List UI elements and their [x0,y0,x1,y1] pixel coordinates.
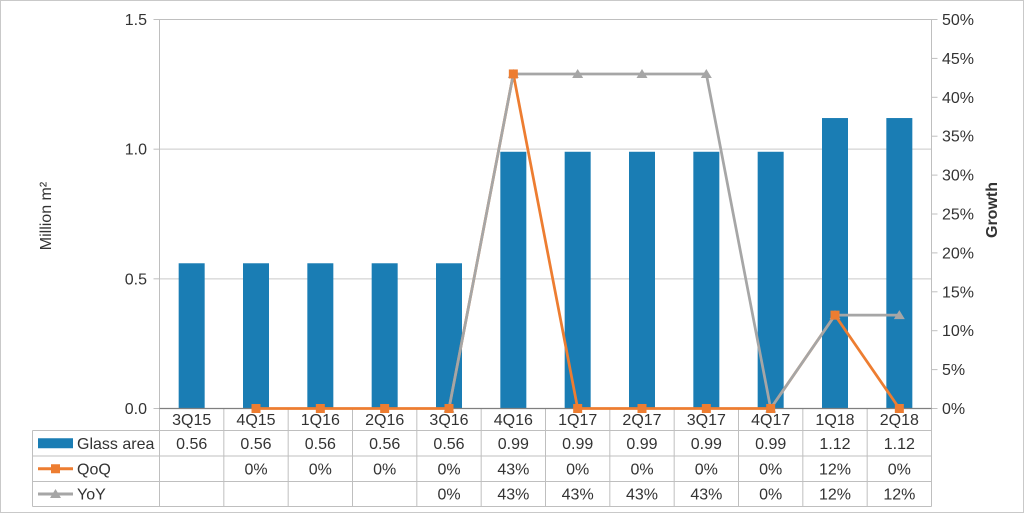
table-cell-value: 12% [883,487,915,504]
right-axis-label: 50% [942,12,974,29]
marker-square [701,404,711,413]
right-axis-label: 0% [942,401,965,418]
bar-2Q16 [371,263,398,409]
category-label: 2Q16 [365,412,404,429]
marker-square [444,404,454,413]
table-cell-value: 0% [888,461,911,478]
legend-label: QoQ [77,461,111,478]
marker-square [251,404,261,413]
category-label: 3Q16 [429,412,468,429]
table-cell-value: 1.12 [884,436,915,453]
table-cell-value: 0.99 [626,436,657,453]
bar-1Q16 [307,263,334,409]
category-label: 4Q15 [236,412,275,429]
table-cell-value: 0.56 [369,436,400,453]
bar-3Q15 [178,263,205,409]
table-cell-value: 0.99 [691,436,722,453]
bar-4Q17 [757,151,784,409]
bar-3Q16 [436,263,462,409]
left-axis-label: 0.5 [125,271,147,288]
marker-triangle [636,68,648,78]
category-label: 3Q15 [172,412,211,429]
bar-4Q16 [500,151,527,409]
table-cell-value: 43% [690,487,722,504]
bar-4Q15 [243,263,269,409]
table-cell-value: 0% [695,461,718,478]
category-label: 2Q17 [622,412,661,429]
table-cell-value: 0.56 [305,436,336,453]
marker-square [894,404,904,413]
left-axis-label: 1.5 [125,12,147,29]
marker-triangle [893,310,905,320]
category-label: 1Q16 [301,412,340,429]
marker-square [830,310,840,320]
table-cell-value: 0% [244,461,267,478]
table-cell-value: 0.99 [562,436,593,453]
table-cell-value: 0.99 [755,436,786,453]
table-cell-value: 43% [626,487,658,504]
table-cell-value: 12% [819,487,851,504]
marker-square [766,404,776,413]
line-yoy [447,72,900,410]
category-label: 2Q18 [880,412,919,429]
bar-1Q18 [822,118,848,409]
table-cell-value: 43% [497,487,529,504]
table-cell-value: 0.56 [176,436,207,453]
marker-triangle [700,68,712,78]
table-cell-value: 1.12 [819,436,850,453]
table-cell-value: 0% [566,461,589,478]
plot-border [159,19,932,409]
left-axis-label: 1.0 [125,142,147,159]
table-cell-value: 0.56 [433,436,464,453]
right-axis-label: 20% [942,245,974,262]
marker-square [380,404,390,413]
table-cell-value: 0% [309,461,332,478]
category-label: 1Q18 [815,412,854,429]
bar-2Q17 [629,151,655,409]
marker-square [315,404,325,413]
right-axis-label: 45% [942,51,974,68]
table-cell-value: 12% [819,461,851,478]
marker-triangle [50,489,61,498]
marker-square [508,69,518,79]
right-axis-label: 15% [942,284,974,301]
category-label: 1Q17 [558,412,597,429]
legend-label: YoY [77,487,106,504]
bar-3Q17 [693,151,720,409]
category-label: 3Q17 [687,412,726,429]
bar-2Q18 [886,118,913,409]
table-cell-value: 43% [497,461,529,478]
category-label: 4Q16 [494,412,533,429]
table-cell-value: 0.99 [498,436,529,453]
right-axis-label: 25% [942,207,974,224]
right-axis-label: 40% [942,90,974,107]
marker-triangle [572,68,584,78]
right-axis-label: 35% [942,129,974,146]
legend-label: Glass area [77,436,154,453]
table-cell-value: 0% [759,487,782,504]
legend-bar-swatch [38,438,73,449]
table-cell-value: 0% [759,461,782,478]
category-label: 4Q17 [751,412,790,429]
table-cell-value: 43% [562,487,594,504]
right-axis-label: 5% [942,362,965,379]
table-cell-value: 0% [630,461,653,478]
marker-square [573,404,583,413]
marker-square [51,464,60,474]
bar-1Q17 [564,151,591,409]
table-cell-value: 0% [437,461,460,478]
table-cell-value: 0% [373,461,396,478]
marker-square [637,404,647,413]
left-axis-label: 0.0 [125,401,147,418]
table-cell-value: 0.56 [240,436,271,453]
right-axis-label: 30% [942,168,974,185]
table-cell-value: 0% [437,487,460,504]
right-axis-label: 10% [942,323,974,340]
